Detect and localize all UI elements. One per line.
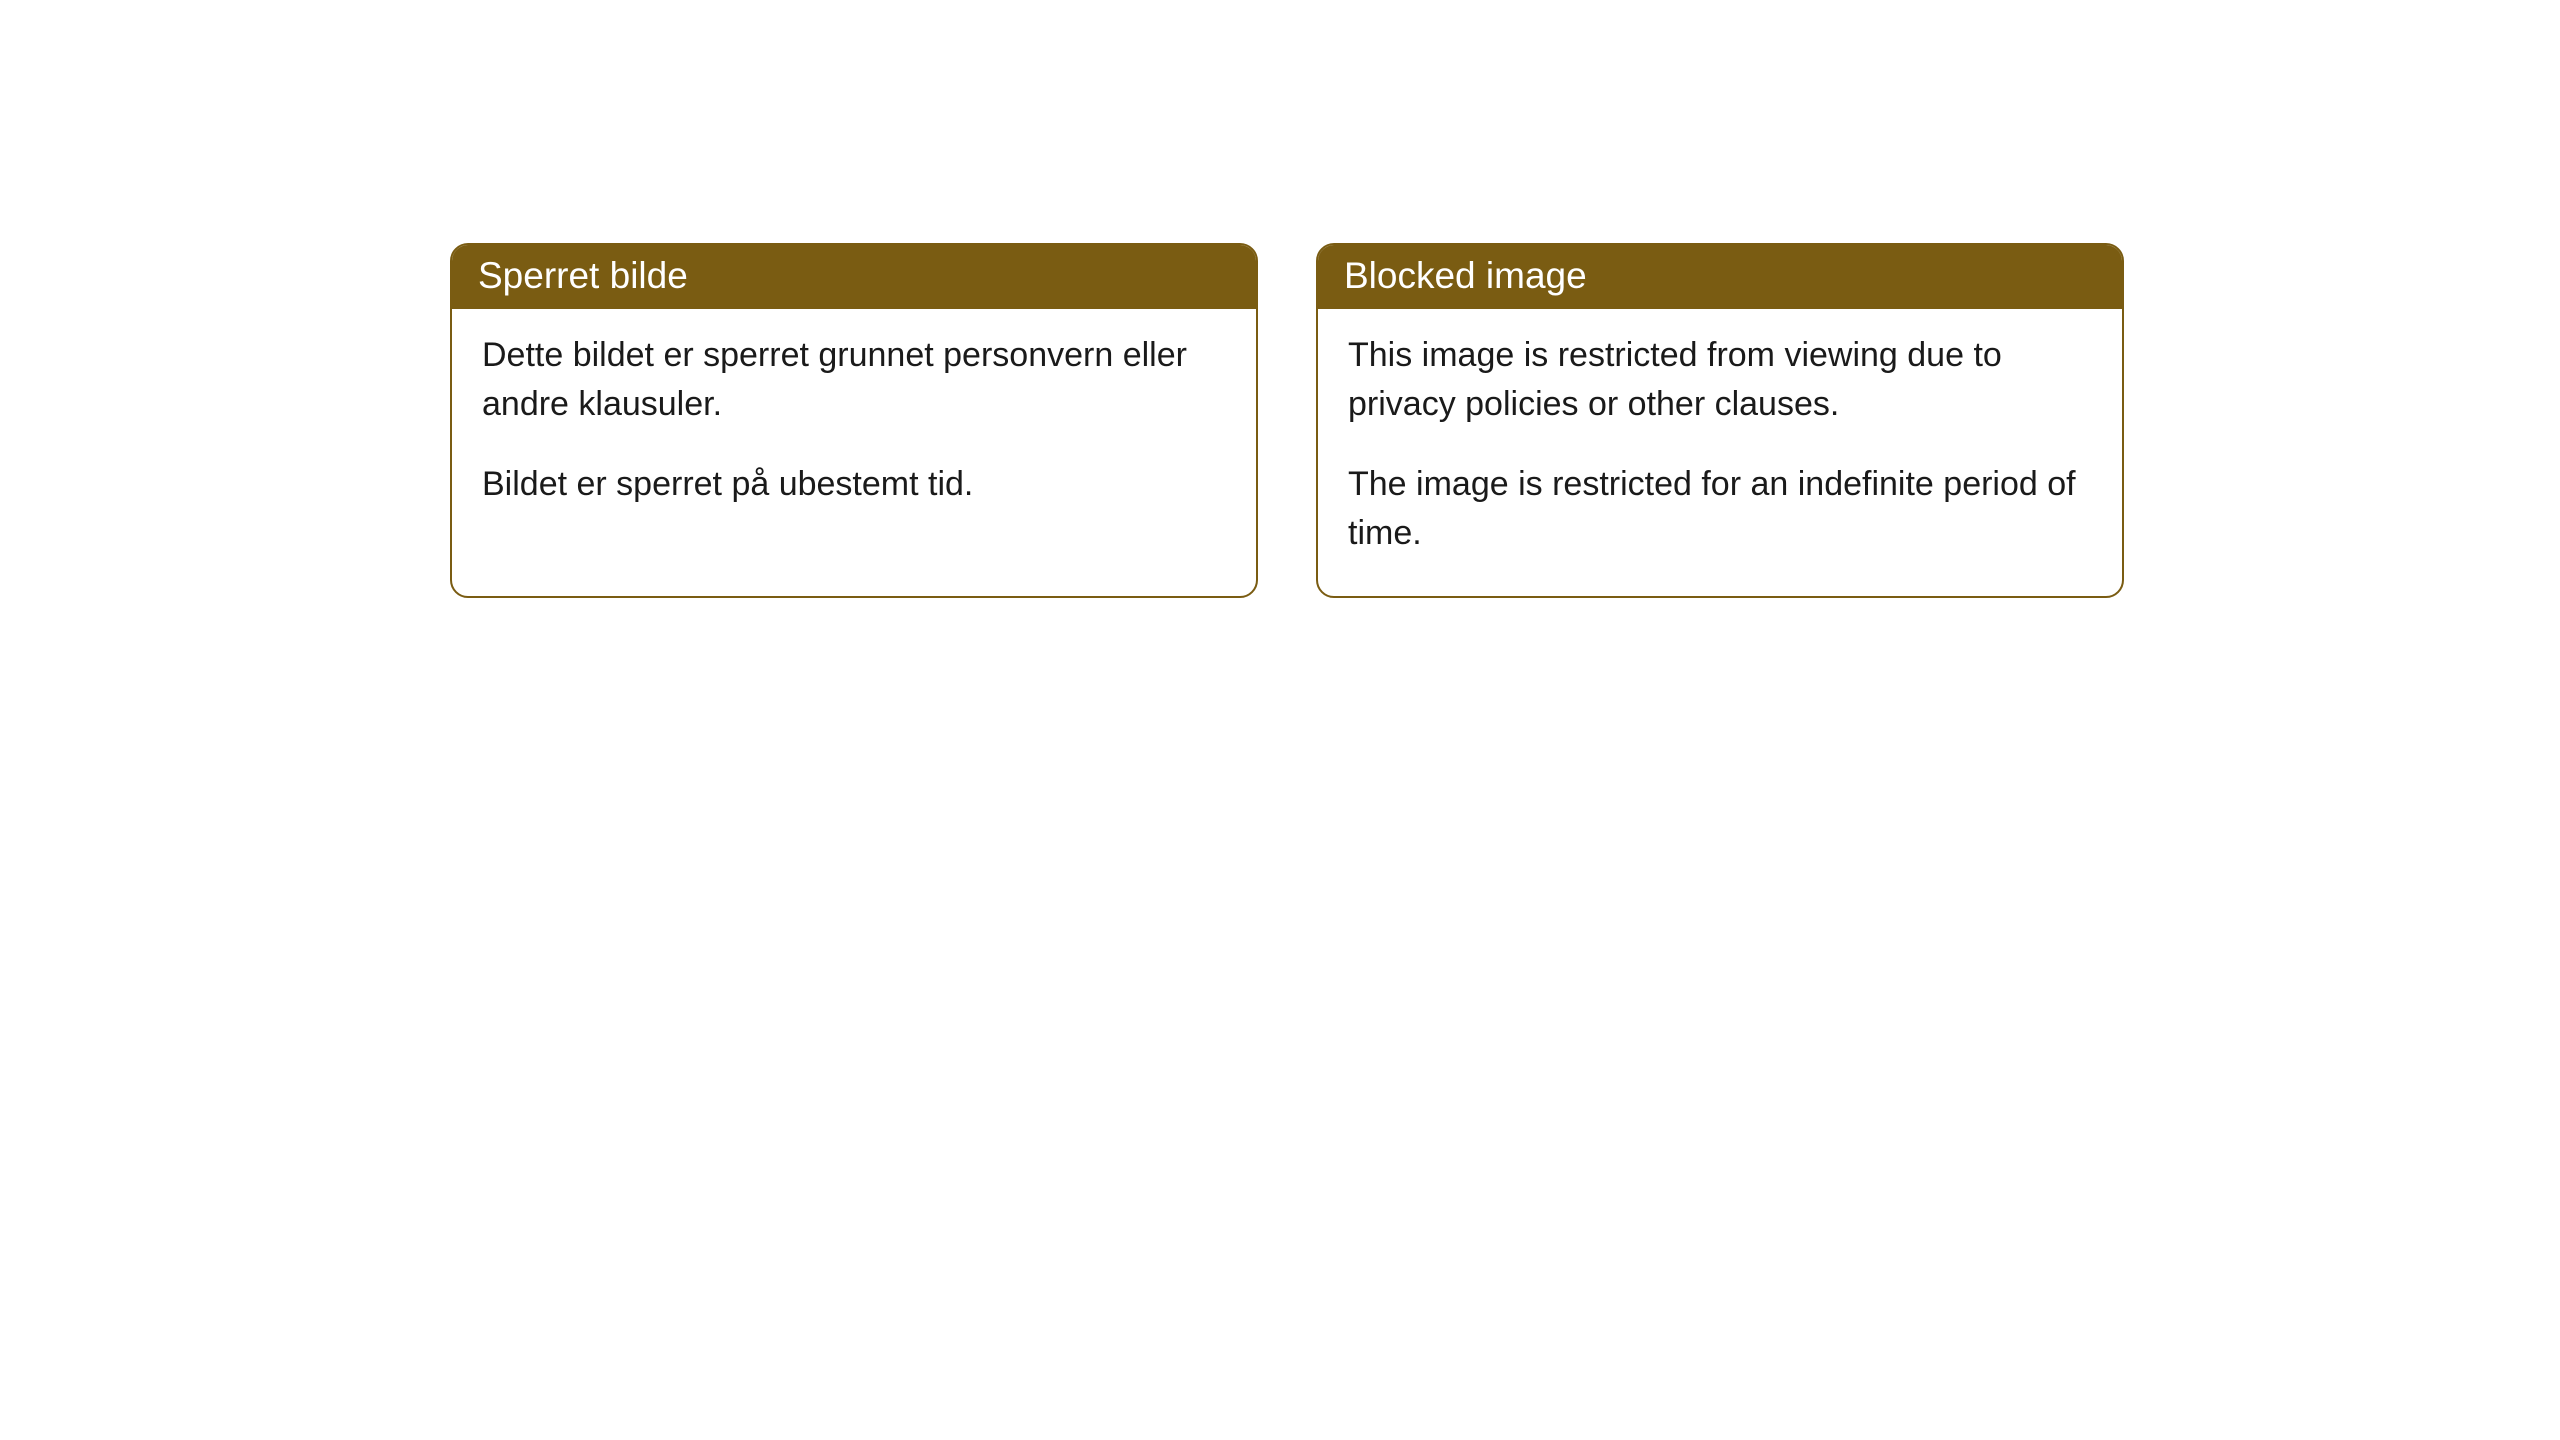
card-body: This image is restricted from viewing du… [1318,309,2122,596]
card-text-line-2: Bildet er sperret på ubestemt tid. [482,460,1226,509]
notice-card-norwegian: Sperret bilde Dette bildet er sperret gr… [450,243,1258,598]
card-title: Blocked image [1318,245,2122,309]
notice-card-english: Blocked image This image is restricted f… [1316,243,2124,598]
notice-container: Sperret bilde Dette bildet er sperret gr… [450,243,2124,598]
card-title: Sperret bilde [452,245,1256,309]
card-text-line-2: The image is restricted for an indefinit… [1348,460,2092,559]
card-text-line-1: Dette bildet er sperret grunnet personve… [482,331,1226,430]
card-body: Dette bildet er sperret grunnet personve… [452,309,1256,547]
card-text-line-1: This image is restricted from viewing du… [1348,331,2092,430]
